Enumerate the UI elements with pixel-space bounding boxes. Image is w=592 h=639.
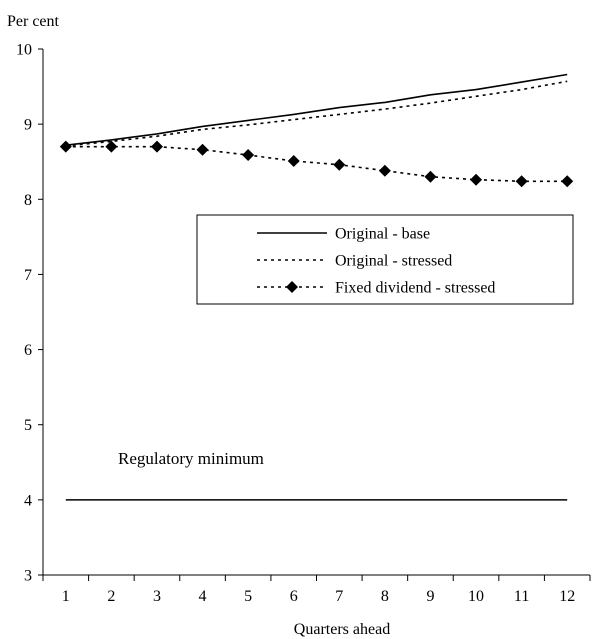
- y-tick-label: 8: [24, 192, 32, 209]
- legend-diamond-marker: [286, 281, 298, 293]
- data-point-diamond: [378, 164, 391, 177]
- y-tick-label: 6: [24, 342, 32, 359]
- y-tick-label: 5: [24, 417, 32, 434]
- y-tick-label: 3: [24, 568, 32, 585]
- data-point-diamond: [515, 175, 528, 188]
- series-line-1: [65, 73, 568, 146]
- x-tick-label: 12: [559, 588, 575, 605]
- x-axis-title: Quarters ahead: [294, 621, 390, 638]
- x-tick-label: 8: [381, 588, 389, 605]
- regulatory-minimum-label: Regulatory minimum: [118, 449, 264, 468]
- x-tick-label: 4: [199, 588, 207, 605]
- series-line-2: [65, 80, 568, 147]
- x-tick-label: 1: [62, 588, 70, 605]
- legend-label-3: Fixed dividend - stressed: [335, 280, 495, 297]
- data-point-diamond: [424, 170, 437, 183]
- data-point-diamond: [287, 154, 300, 167]
- legend-label-2: Original - stressed: [335, 253, 452, 270]
- data-point-diamond: [105, 140, 118, 153]
- data-point-diamond: [561, 175, 574, 188]
- y-tick-label: 9: [24, 117, 32, 134]
- y-axis-title: Per cent: [7, 13, 60, 30]
- x-tick-label: 11: [514, 588, 529, 605]
- series-line-3: [65, 145, 568, 183]
- y-tick-label: 7: [24, 267, 32, 284]
- legend-label-1: Original - base: [335, 226, 430, 243]
- y-tick-label: 4: [24, 492, 32, 509]
- x-tick-label: 7: [335, 588, 343, 605]
- data-point-diamond: [470, 173, 483, 186]
- x-tick-label: 10: [468, 588, 484, 605]
- data-point-diamond: [333, 158, 346, 171]
- data-point-diamond: [196, 143, 209, 156]
- y-tick-label: 10: [16, 42, 32, 59]
- data-point-diamond: [242, 148, 255, 161]
- x-tick-label: 2: [107, 588, 115, 605]
- data-point-diamond: [150, 140, 163, 153]
- x-tick-label: 5: [244, 588, 252, 605]
- x-tick-label: 3: [153, 588, 161, 605]
- x-tick-label: 6: [290, 588, 298, 605]
- data-point-diamond: [59, 140, 72, 153]
- x-tick-label: 9: [426, 588, 434, 605]
